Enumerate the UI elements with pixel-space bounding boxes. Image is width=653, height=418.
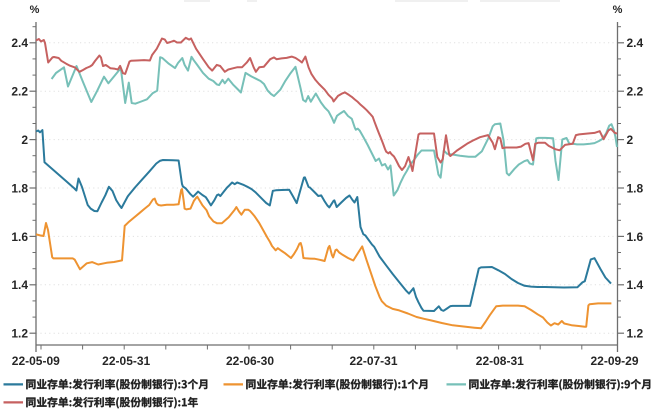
svg-text:22-07-31: 22-07-31 (349, 354, 397, 368)
svg-text:%: % (30, 4, 40, 16)
svg-text:22-06-30: 22-06-30 (226, 354, 274, 368)
svg-text:1.8: 1.8 (627, 181, 644, 195)
svg-text:1.6: 1.6 (627, 230, 644, 244)
svg-text:22-08-31: 22-08-31 (476, 354, 524, 368)
svg-text:22-05-31: 22-05-31 (102, 354, 150, 368)
svg-text:2.4: 2.4 (11, 36, 28, 50)
svg-text:1.2: 1.2 (627, 327, 644, 341)
svg-text:2: 2 (627, 133, 634, 147)
svg-text:2.2: 2.2 (627, 85, 644, 99)
svg-text:1.6: 1.6 (11, 230, 28, 244)
svg-text:2.2: 2.2 (11, 85, 28, 99)
svg-text:2: 2 (21, 133, 28, 147)
svg-text:1.2: 1.2 (11, 327, 28, 341)
svg-text:2.4: 2.4 (627, 36, 644, 50)
svg-text:1.8: 1.8 (11, 181, 28, 195)
svg-text:%: % (613, 4, 623, 16)
svg-text:1.4: 1.4 (11, 278, 28, 292)
svg-text:1.4: 1.4 (627, 278, 644, 292)
svg-text:22-05-09: 22-05-09 (12, 354, 60, 368)
svg-text:22-09-29: 22-09-29 (590, 354, 638, 368)
